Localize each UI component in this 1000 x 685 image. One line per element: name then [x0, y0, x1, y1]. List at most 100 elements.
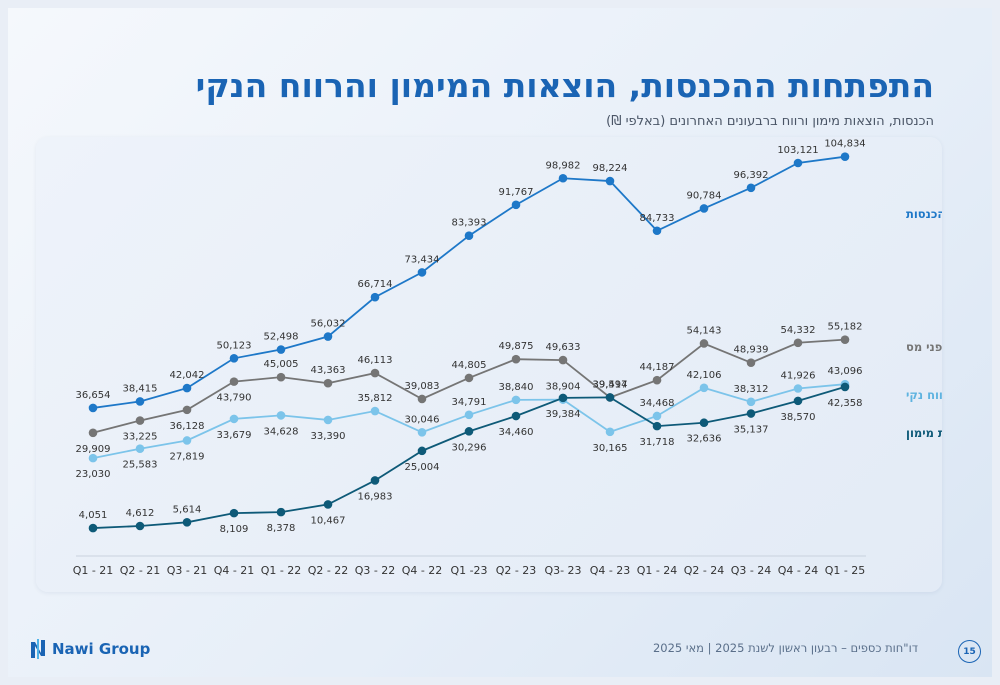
data-point [511, 354, 521, 364]
data-point [699, 339, 709, 348]
data-label: 43,096 [828, 366, 863, 377]
data-point [699, 418, 709, 428]
data-label: 34,468 [640, 398, 675, 409]
data-point [558, 173, 568, 183]
data-label: 34,791 [452, 397, 487, 408]
data-label: 73,434 [405, 254, 440, 265]
x-tick-label: Q3- 23 [544, 564, 581, 577]
series-line-finance [92, 386, 846, 529]
data-point [840, 152, 850, 161]
data-point [135, 444, 145, 454]
data-label: 84,733 [640, 213, 675, 224]
data-label: 31,718 [640, 437, 675, 448]
data-point [417, 268, 427, 277]
data-point [323, 500, 333, 509]
x-tick-label: Q1 -23 [450, 564, 487, 577]
x-tick-label: Q3 - 24 [731, 564, 772, 577]
data-label: 27,819 [170, 451, 205, 462]
data-point [417, 394, 427, 404]
data-point [558, 393, 568, 403]
data-label: 5,614 [173, 504, 202, 515]
data-label: 38,904 [546, 382, 581, 393]
legend-label-finance: הוצאות מימון [906, 426, 942, 440]
data-label: 10,467 [311, 515, 346, 526]
data-point [793, 396, 803, 406]
data-point [417, 446, 427, 456]
data-point [746, 358, 756, 367]
footer-text: דו"חות כספים – רבעון ראשון לשנת 2025 | מ… [652, 641, 918, 655]
x-tick-label: Q4 - 21 [214, 564, 255, 577]
data-label: 49,633 [546, 342, 581, 353]
data-point [88, 523, 98, 533]
data-point [464, 410, 474, 420]
data-point [652, 411, 662, 421]
data-point [605, 427, 615, 437]
data-label: 29,909 [76, 444, 111, 455]
data-label: 41,926 [781, 371, 816, 382]
data-label: 43,790 [217, 393, 252, 404]
data-label: 25,583 [123, 460, 158, 471]
logo-text: Nawi Group [52, 640, 151, 658]
data-point [88, 403, 98, 413]
data-label: 39,514 [593, 379, 628, 390]
x-tick-label: Q1 - 21 [73, 564, 114, 577]
data-point [699, 204, 709, 213]
data-point [652, 421, 662, 431]
data-label: 4,612 [126, 508, 155, 519]
data-label: 34,628 [264, 426, 299, 437]
data-point [182, 436, 192, 445]
data-label: 50,123 [217, 340, 252, 351]
data-point [464, 373, 474, 383]
x-tick-label: Q1 - 25 [825, 564, 866, 577]
data-point [135, 397, 145, 406]
data-point [840, 382, 850, 392]
x-tick-label: Q3 - 21 [167, 564, 208, 577]
data-point [276, 507, 286, 517]
data-point [699, 383, 709, 393]
page-subtitle: הכנסות, הוצאות מימון ורווח ברבעונים האחר… [606, 114, 934, 129]
data-label: 55,182 [828, 322, 863, 333]
x-tick-label: Q2 - 23 [496, 564, 537, 577]
legend-label-net: רווח נקי [906, 388, 942, 402]
data-point [323, 332, 333, 341]
data-point [370, 406, 380, 416]
x-tick-label: Q4 - 23 [590, 564, 631, 577]
x-tick-label: Q3 - 22 [355, 564, 396, 577]
data-label: 54,143 [687, 325, 722, 336]
data-point [229, 377, 239, 386]
data-label: 49,875 [499, 341, 534, 352]
data-label: 32,636 [687, 434, 722, 445]
data-label: 36,654 [76, 390, 111, 401]
legend-label-revenue: הכנסות [906, 207, 942, 221]
data-label: 38,415 [123, 383, 158, 394]
data-label: 33,679 [217, 430, 252, 441]
data-point [652, 226, 662, 236]
data-label: 38,570 [781, 412, 816, 423]
data-point [135, 521, 145, 531]
data-point [323, 415, 333, 425]
data-point [182, 518, 192, 527]
data-label: 35,137 [734, 425, 769, 436]
data-point [746, 397, 756, 407]
data-label: 45,005 [264, 359, 299, 370]
data-label: 42,042 [170, 370, 205, 381]
data-point [652, 375, 662, 385]
data-point [276, 411, 286, 420]
data-label: 48,939 [734, 345, 769, 356]
data-point [511, 200, 521, 210]
data-label: 30,296 [452, 442, 487, 453]
data-label: 4,051 [79, 510, 108, 521]
data-label: 90,784 [687, 190, 722, 201]
x-tick-label: Q2 - 21 [120, 564, 161, 577]
data-label: 52,498 [264, 332, 299, 343]
page-number: 15 [958, 640, 981, 663]
data-label: 8,109 [220, 524, 249, 535]
data-label: 39,384 [546, 409, 581, 420]
data-point [229, 508, 239, 518]
data-label: 46,113 [358, 355, 393, 366]
data-point [276, 372, 286, 382]
data-point [135, 416, 145, 425]
data-point [558, 355, 568, 365]
line-chart: Q1 - 21 Q2 - 21 Q3 - 21 Q4 - 21 Q1 - 22 Q2 - … [73, 139, 942, 577]
data-point [276, 345, 286, 354]
